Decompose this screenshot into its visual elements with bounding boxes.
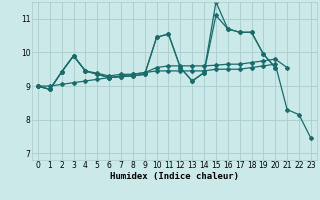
X-axis label: Humidex (Indice chaleur): Humidex (Indice chaleur) xyxy=(110,172,239,181)
